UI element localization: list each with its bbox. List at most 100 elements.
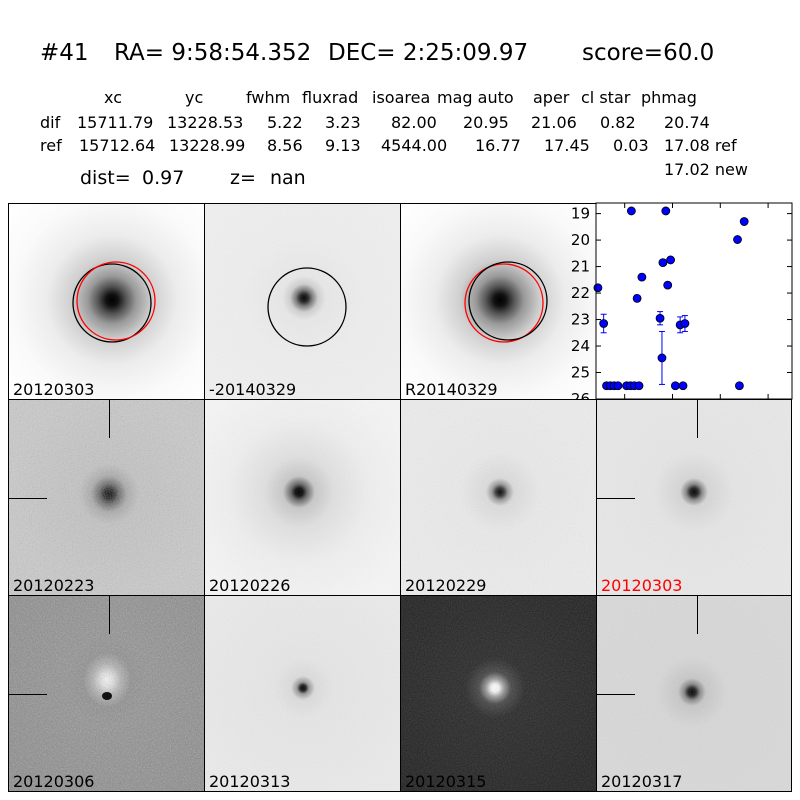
noise-texture bbox=[9, 400, 204, 595]
data-point bbox=[739, 217, 749, 226]
epoch-image-panel: 20120313 bbox=[204, 595, 401, 792]
dark-source-blob bbox=[102, 692, 112, 700]
data-point bbox=[666, 255, 675, 265]
epoch-image-panel: 20120229 bbox=[400, 399, 597, 596]
data-point bbox=[678, 381, 688, 391]
new-aperture-circle bbox=[76, 261, 156, 341]
cell-fwhm: 5.22 bbox=[267, 113, 303, 132]
col-header-yc: yc bbox=[185, 88, 204, 107]
crosshair-horizontal bbox=[597, 694, 635, 695]
epoch-image-panel: 20120303 bbox=[596, 399, 792, 596]
col-header-phmag: phmag bbox=[641, 88, 697, 107]
epoch-image-panel: 20120306 bbox=[8, 595, 205, 792]
cell-cl-star: 0.03 bbox=[613, 136, 649, 155]
panel-label: 20120229 bbox=[405, 576, 487, 595]
ref-aperture-circle bbox=[72, 263, 152, 343]
panel-label: 20120226 bbox=[209, 576, 291, 595]
aperture-circles bbox=[464, 261, 548, 343]
noise-texture bbox=[205, 400, 400, 595]
y-tick-label: 22 bbox=[571, 284, 590, 302]
data-point bbox=[735, 381, 744, 391]
noise-texture bbox=[597, 400, 791, 595]
data-point bbox=[634, 381, 644, 391]
difference-image-panel: -20140329 bbox=[204, 203, 401, 400]
row-label: dif bbox=[40, 113, 61, 132]
y-tick-label: 25 bbox=[571, 364, 590, 382]
z-label: z= bbox=[230, 167, 256, 189]
col-header-fwhm: fwhm bbox=[246, 88, 291, 107]
cell-xc: 15711.79 bbox=[77, 113, 154, 132]
y-tick-label: 20 bbox=[571, 231, 590, 249]
y-tick-label: 19 bbox=[571, 205, 590, 223]
y-tick-label: 23 bbox=[571, 311, 590, 329]
noise-texture bbox=[205, 596, 400, 791]
epoch-image-panel: 20120226 bbox=[204, 399, 401, 596]
noise-texture bbox=[597, 596, 791, 791]
data-point bbox=[680, 319, 690, 328]
panel-label: -20140329 bbox=[209, 380, 297, 399]
col-header-xc: xc bbox=[104, 88, 122, 107]
data-point bbox=[632, 293, 642, 303]
col-header-fluxrad: fluxrad bbox=[302, 88, 359, 107]
data-point bbox=[613, 381, 623, 391]
noise-texture bbox=[401, 400, 596, 595]
cell-fluxrad: 9.13 bbox=[325, 136, 361, 155]
cell-yc: 13228.99 bbox=[169, 136, 246, 155]
epoch-image-panel: 20120315 bbox=[400, 595, 597, 792]
epoch-image-panel: 20120317 bbox=[596, 595, 792, 792]
data-point bbox=[657, 353, 667, 363]
col-header-isoarea: isoarea bbox=[372, 88, 431, 107]
aperture-circles bbox=[72, 261, 156, 343]
y-tick-label: 24 bbox=[571, 337, 590, 355]
data-point bbox=[670, 381, 680, 391]
ref-aperture-circle bbox=[468, 261, 548, 341]
data-point bbox=[661, 206, 671, 216]
light-curve-chart: 1920212223242526−50050100 bbox=[571, 202, 793, 420]
data-point bbox=[637, 272, 647, 282]
dist-value: 0.97 bbox=[142, 167, 185, 189]
data-point bbox=[626, 206, 636, 216]
panel-label-highlight: 20120303 bbox=[601, 576, 683, 595]
cell-fluxrad: 3.23 bbox=[325, 113, 361, 132]
candidate-id: #41 bbox=[40, 40, 89, 66]
cell-phmag: 17.08 ref bbox=[664, 136, 737, 155]
data-point bbox=[663, 280, 673, 290]
stack-image-panel: 20120303 bbox=[8, 203, 205, 400]
crosshair-vertical bbox=[109, 596, 110, 634]
panel-label: 20120313 bbox=[209, 772, 291, 791]
col-header-aper: aper bbox=[533, 88, 570, 107]
cell-cl-star: 0.82 bbox=[600, 113, 636, 132]
aperture-circle bbox=[267, 267, 347, 347]
cell-isoarea: 4544.00 bbox=[381, 136, 448, 155]
panel-label: 20120315 bbox=[405, 772, 487, 791]
data-point bbox=[655, 313, 665, 323]
data-point bbox=[599, 319, 609, 328]
aperture-circles bbox=[267, 267, 347, 347]
cell-xc: 15712.64 bbox=[79, 136, 156, 155]
data-point bbox=[658, 258, 668, 267]
plot-background bbox=[596, 203, 792, 399]
cell-phmag: 20.74 bbox=[664, 113, 710, 132]
panel-label: R20140329 bbox=[405, 380, 498, 399]
noise-texture bbox=[401, 596, 596, 791]
score-text: score=60.0 bbox=[582, 40, 715, 66]
panel-label: 20120223 bbox=[13, 576, 95, 595]
panel-label: 20120306 bbox=[13, 772, 95, 791]
cell-fwhm: 8.56 bbox=[267, 136, 303, 155]
crosshair-horizontal bbox=[9, 694, 47, 695]
crosshair-horizontal bbox=[597, 498, 635, 499]
crosshair-vertical bbox=[697, 400, 698, 438]
phmag-new: 17.02 new bbox=[664, 160, 748, 179]
new-aperture-circle bbox=[464, 263, 544, 343]
row-label: ref bbox=[40, 136, 62, 155]
crosshair-vertical bbox=[109, 400, 110, 438]
light-curve-panel: 1920212223242526−50050100 bbox=[571, 202, 793, 420]
data-point bbox=[593, 283, 603, 293]
panel-label: 20120303 bbox=[13, 380, 95, 399]
cell-aper: 21.06 bbox=[531, 113, 577, 132]
cell-mag-auto: 20.95 bbox=[463, 113, 509, 132]
noise-texture bbox=[205, 204, 400, 399]
reference-image-panel: R20140329 bbox=[400, 203, 597, 400]
crosshair-vertical bbox=[697, 596, 698, 634]
col-header-mag-auto: mag auto bbox=[437, 88, 514, 107]
